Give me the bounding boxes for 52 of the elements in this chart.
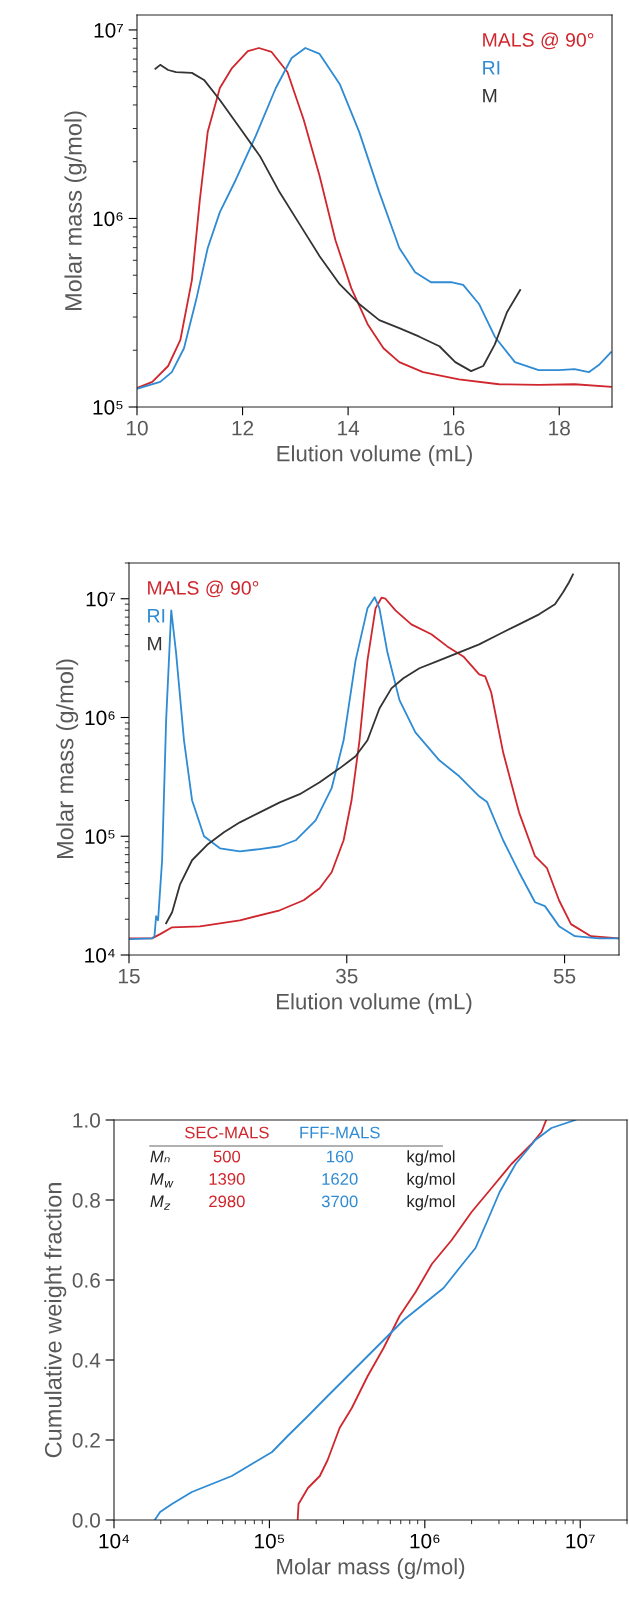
y-tick-label: 0.6 [72, 1273, 100, 1288]
annotation: M$_{z}$ [150, 1195, 171, 1210]
line-series [154, 63, 522, 373]
x-tick-label: 10⁵ [255, 1533, 285, 1549]
annotation: kg/mol [407, 1195, 455, 1211]
x-tick-label: 55 [553, 968, 576, 984]
y-tick-label: 10⁷ [94, 22, 123, 38]
annotation: 1620 [322, 1173, 358, 1185]
y-axis-title: Cumulative weight fraction [44, 1183, 67, 1458]
line-series [129, 596, 619, 940]
y-axis-title: Molar mass (g/mol) [56, 659, 79, 859]
x-tick-label: 12 [232, 420, 254, 436]
x-tick-label: 10⁷ [566, 1533, 595, 1549]
x-tick-label: 18 [549, 420, 570, 436]
text: MALS @ 90° [148, 580, 259, 598]
y-tick-label: 10⁵ [93, 400, 123, 415]
x-tick-label: 15 [119, 968, 140, 984]
annotation: FFF-MALS [300, 1126, 380, 1139]
annotation: kg/mol [407, 1172, 455, 1189]
annotation: Mₙ [150, 1150, 170, 1163]
annotation: M$_{w}$ [150, 1173, 174, 1188]
annotation: kg/mol [407, 1150, 455, 1166]
x-tick-label: 14 [338, 420, 360, 436]
y-tick-label: 10⁷ [86, 591, 115, 607]
y-tick-label: 0.4 [72, 1353, 101, 1368]
text: RI [483, 61, 500, 75]
x-axis-title: Molar mass (g/mol) [277, 1558, 465, 1579]
text: MALS @ 90° [483, 32, 594, 50]
y-axis-title: Molar mass (g/mol) [64, 111, 87, 311]
annotation: 1390 [209, 1173, 245, 1185]
text: M [483, 88, 497, 103]
annotation: 500 [213, 1150, 241, 1163]
y-tick-label: 10⁴ [85, 948, 115, 963]
text: M [148, 636, 162, 651]
y-tick-label: 0.2 [72, 1433, 100, 1448]
annotation: SEC-MALS [185, 1126, 269, 1139]
y-tick-label: 10⁶ [93, 211, 123, 227]
y-tick-label: 0.0 [72, 1513, 100, 1528]
annotation: 2980 [209, 1195, 245, 1208]
series-label: RI [148, 609, 165, 623]
x-axis-title: Elution volume (mL) [277, 445, 472, 466]
x-tick-label: 16 [443, 420, 465, 436]
x-tick-label: 35 [335, 968, 358, 984]
y-tick-label: 1.0 [73, 1113, 100, 1128]
y-tick-label: 10⁶ [85, 710, 115, 726]
x-tick-label: 10 [127, 420, 148, 436]
annotation: 3700 [321, 1195, 358, 1208]
y-tick-label: 0.8 [72, 1193, 100, 1208]
x-axis-title: Elution volume (mL) [277, 993, 472, 1014]
x-tick-label: 10⁶ [410, 1533, 440, 1549]
annotation: 160 [327, 1150, 353, 1163]
y-tick-label: 10⁵ [85, 829, 115, 844]
